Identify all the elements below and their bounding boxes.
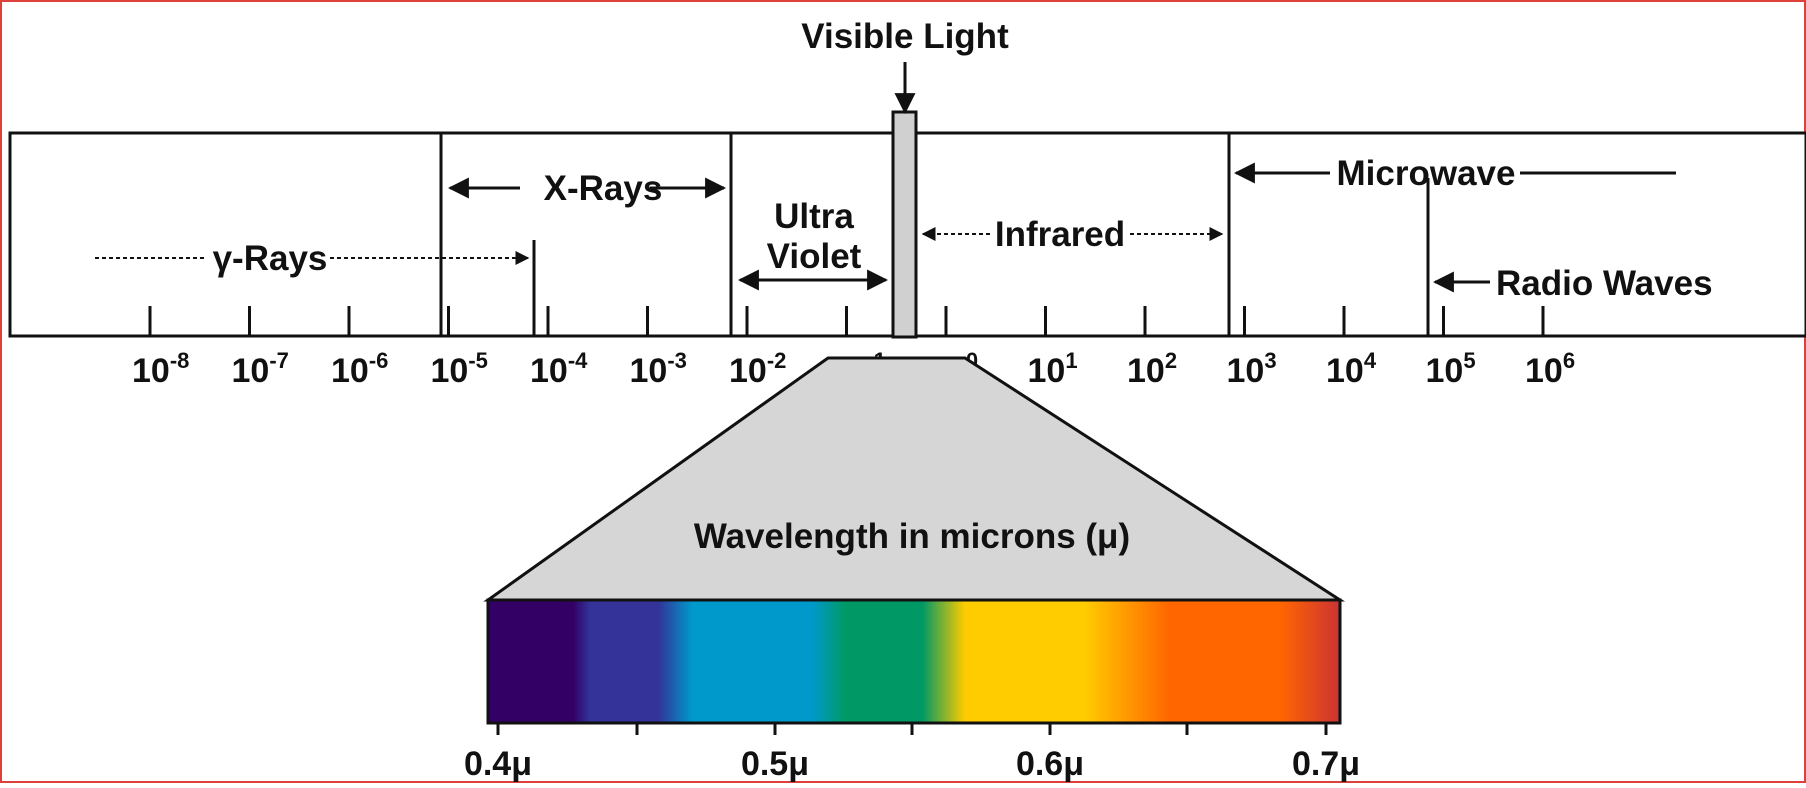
scale-tick-label: 102 (1127, 348, 1177, 390)
scale-tick-label: 10-5 (431, 348, 488, 390)
gamma-label: γ-Rays (213, 239, 328, 278)
microwave-label: Microwave (1337, 154, 1516, 193)
spectrum-tick-group (496, 723, 1328, 735)
radio-label: Radio Waves (1496, 264, 1713, 303)
visible-light-slot (891, 110, 918, 339)
spectrum-label-0.6: 0.6μ (1016, 745, 1084, 783)
scale-tick-label: 10-2 (729, 348, 786, 390)
uv-label-line2: Violet (767, 237, 862, 276)
scale-tick-label: 103 (1227, 348, 1277, 390)
spectrum-label-0.5: 0.5μ (741, 745, 809, 783)
uv-label-line1: Ultra (774, 197, 854, 236)
spectrum-label-0.4: 0.4μ (464, 745, 532, 783)
scale-tick-label: 10-7 (232, 348, 289, 390)
zoom-title: Wavelength in microns (μ) (694, 517, 1130, 556)
wavelength-scale: 10-810-710-610-510-410-310-210-110010110… (132, 348, 1575, 390)
visible-spectrum-band (486, 598, 1342, 725)
xray-label: X-Rays (544, 169, 663, 208)
scale-tick-label: 10-4 (530, 348, 588, 390)
scale-tick-label: 106 (1525, 348, 1575, 390)
scale-tick-label: 10-8 (132, 348, 189, 390)
scale-tick-label: 10-6 (331, 348, 388, 390)
bar-tick-group (148, 306, 1545, 336)
scale-tick-label: 10-3 (630, 348, 687, 390)
infrared-label: Infrared (995, 215, 1125, 254)
spectrum-label-0.7: 0.7μ (1292, 745, 1360, 783)
visible-zoom-wedge (483, 356, 1346, 602)
scale-tick-label: 105 (1426, 348, 1476, 390)
scale-tick-label: 101 (1028, 348, 1078, 390)
scale-tick-label: 104 (1326, 348, 1377, 390)
visible-light-label: Visible Light (801, 17, 1009, 56)
